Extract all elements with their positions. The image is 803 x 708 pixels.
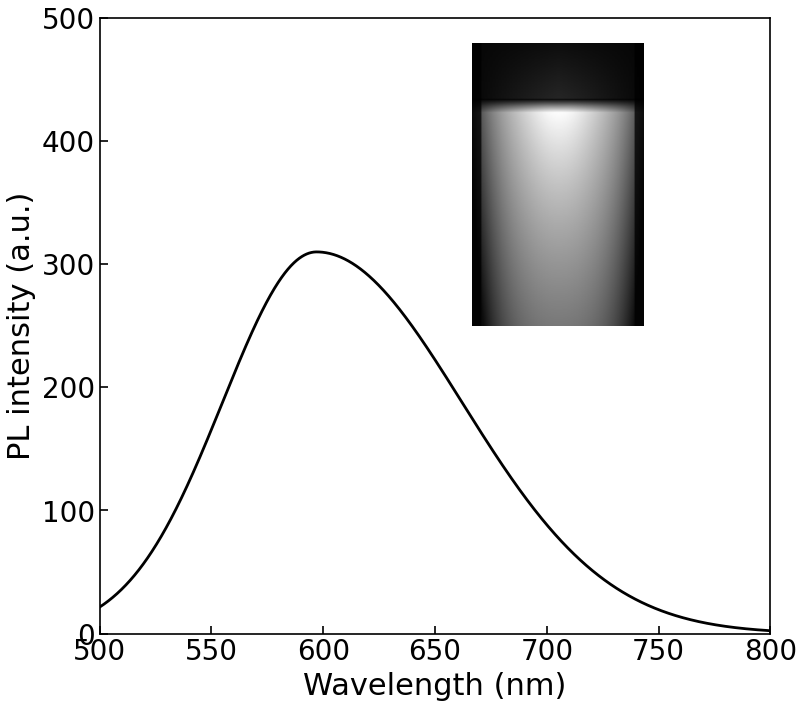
X-axis label: Wavelength (nm): Wavelength (nm)	[303, 672, 566, 701]
Y-axis label: PL intensity (a.u.): PL intensity (a.u.)	[7, 192, 36, 460]
